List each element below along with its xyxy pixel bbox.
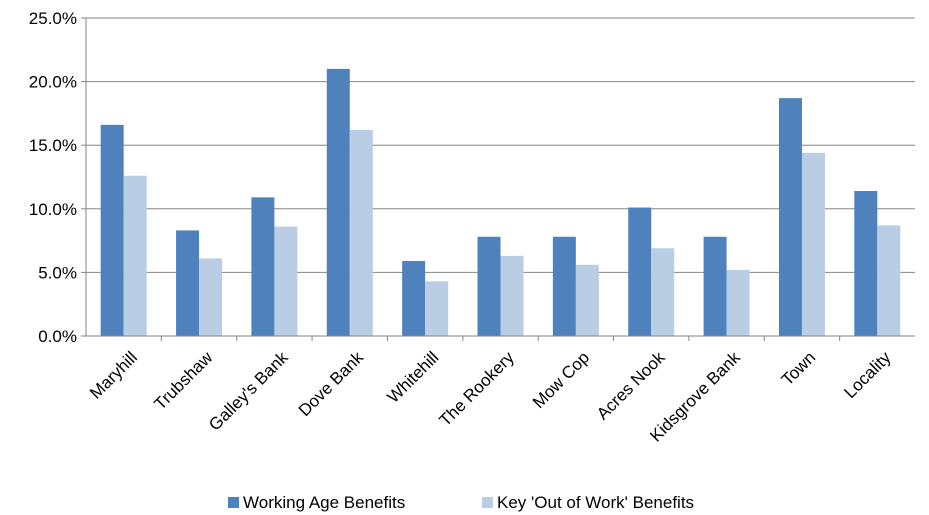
bar-working-age: [176, 230, 200, 336]
y-tick-label: 10.0%: [29, 200, 77, 219]
legend-swatch-out-of-work: [482, 497, 493, 508]
bar-out-of-work: [349, 129, 373, 336]
bar-out-of-work: [801, 152, 825, 336]
x-category-label: Dove Bank: [295, 348, 368, 421]
bars: [100, 68, 901, 337]
bar-out-of-work: [425, 281, 449, 336]
bar-out-of-work: [877, 225, 901, 336]
bar-working-age: [703, 236, 727, 336]
bar-working-age: [477, 236, 501, 336]
legend: Working Age Benefits Key 'Out of Work' B…: [228, 493, 694, 512]
bar-out-of-work: [123, 175, 147, 336]
legend-label-out-of-work: Key 'Out of Work' Benefits: [497, 493, 694, 512]
bar-out-of-work: [199, 258, 223, 336]
x-category-label: Acres Nook: [593, 348, 669, 424]
bar-working-age: [778, 98, 802, 336]
bar-working-age: [552, 236, 576, 336]
bar-out-of-work: [274, 226, 298, 336]
bar-out-of-work: [651, 248, 675, 336]
legend-swatch-working-age: [228, 497, 239, 508]
x-category-label: Trubshaw: [151, 347, 217, 413]
y-tick-label: 15.0%: [29, 136, 77, 155]
x-category-label: Mow Cop: [529, 348, 593, 412]
bar-out-of-work: [575, 264, 599, 336]
bar-working-age: [854, 190, 878, 336]
x-category-label: The Rookery: [436, 348, 519, 431]
y-tick-label: 20.0%: [29, 73, 77, 92]
bar-working-age: [326, 68, 350, 336]
bar-out-of-work: [500, 255, 524, 336]
legend-label-working-age: Working Age Benefits: [243, 493, 405, 512]
gridlines: [86, 17, 915, 273]
y-tick-label: 5.0%: [38, 263, 77, 282]
bar-working-age: [251, 197, 275, 336]
bar-working-age: [402, 260, 426, 336]
x-category-label: Whitehill: [384, 348, 443, 407]
y-tick-label: 25.0%: [29, 9, 77, 28]
y-tick-label: 0.0%: [38, 327, 77, 346]
y-axis-ticks: 0.0% 5.0% 10.0% 15.0% 20.0% 25.0%: [29, 9, 86, 346]
x-category-label: Maryhill: [86, 348, 141, 403]
x-category-label: Galley's Bank: [205, 348, 292, 435]
bar-working-age: [628, 207, 652, 336]
x-category-label: Town: [778, 348, 819, 389]
axes: [85, 18, 915, 337]
bar-working-age: [100, 124, 124, 337]
bar-out-of-work: [726, 269, 750, 336]
x-category-label: Locality: [840, 348, 895, 403]
